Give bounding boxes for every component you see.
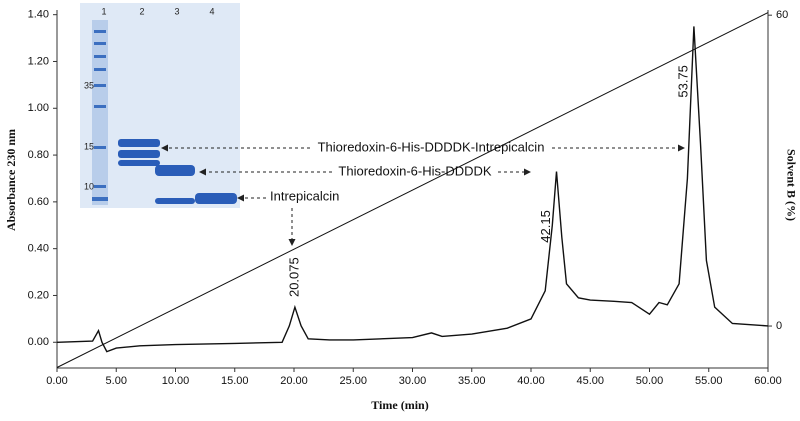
y-tick-label: 0.80 [28, 149, 49, 161]
x-tick-label: 20.00 [280, 375, 308, 387]
marker-label: 10 [84, 181, 94, 191]
x-tick-label: 0.00 [46, 375, 67, 387]
y-tick-label: 0.00 [28, 336, 49, 348]
series-line [56, 26, 769, 353]
lane-label: 4 [209, 6, 214, 16]
x-tick-label: 5.00 [106, 375, 127, 387]
x-tick-label: 25.00 [339, 375, 367, 387]
lane-label: 3 [174, 6, 179, 16]
ladder-bands [92, 30, 108, 201]
gel-lane [92, 20, 108, 205]
annotation: Intrepicalcin [270, 188, 339, 203]
gel-inset: 1 2 3 4 35 15 10 [80, 3, 240, 208]
lane-label: 2 [139, 6, 144, 16]
y-tick-label: 1.00 [28, 102, 49, 114]
peak-label: 20.075 [286, 257, 301, 297]
x-tick-label: 40.00 [517, 375, 545, 387]
x-tick-label: 10.00 [162, 375, 190, 387]
annotation: Thioredoxin-6-His-DDDDK-Intrepicalcin [318, 139, 545, 154]
y-tick-label: 1.40 [28, 9, 49, 21]
annotation: Thioredoxin-6-His-DDDDK [338, 163, 491, 178]
x-tick-label: 30.00 [399, 375, 427, 387]
y2-tick-label: 0 [776, 320, 782, 332]
y-axis-title: Absorbance 230 nm [4, 129, 18, 231]
x-tick-label: 15.00 [221, 375, 249, 387]
y-tick-label: 0.20 [28, 289, 49, 301]
y-tick-label: 0.60 [28, 196, 49, 208]
x-tick-label: 60.00 [754, 375, 782, 387]
x-axis-title: Time (min) [371, 398, 428, 412]
peak-label: 53.75 [675, 65, 690, 98]
peak-label: 42.15 [538, 210, 553, 243]
y2-axis-title: Solvent B (%) [784, 149, 798, 221]
annotation-arrows [161, 144, 685, 246]
x-tick-label: 45.00 [576, 375, 604, 387]
marker-label: 35 [84, 80, 94, 90]
lane-label: 1 [101, 6, 106, 16]
series-line [56, 12, 769, 368]
x-tick-label: 35.00 [458, 375, 486, 387]
y2-tick-label: 60 [776, 9, 788, 21]
sample-bands [118, 139, 237, 204]
marker-label: 15 [84, 141, 94, 151]
y-tick-label: 1.20 [28, 55, 49, 67]
y-tick-label: 0.40 [28, 243, 49, 255]
x-tick-label: 55.00 [695, 375, 723, 387]
x-tick-label: 50.00 [636, 375, 664, 387]
